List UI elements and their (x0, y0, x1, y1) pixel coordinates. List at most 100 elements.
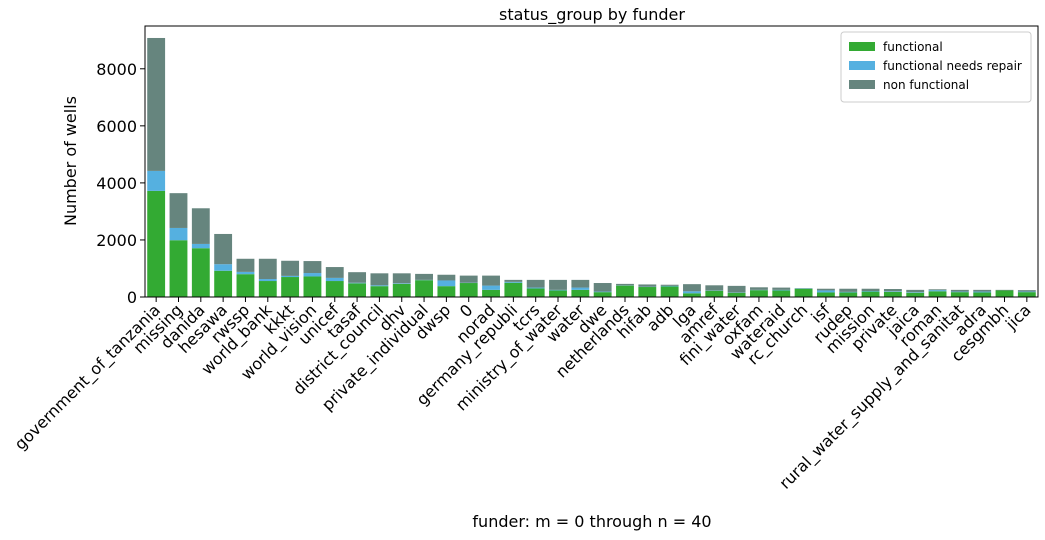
bar-segment-functional-needs-repair (147, 171, 165, 191)
bar-segment-functional-needs-repair (817, 290, 835, 292)
bar-segment-non-functional (638, 284, 656, 286)
bar-segment-functional (147, 191, 165, 297)
bar-segment-non-functional (504, 280, 522, 282)
bar-segment-non-functional (616, 284, 634, 285)
bar-segment-functional-needs-repair (862, 291, 880, 292)
bar-segment-functional-needs-repair (973, 292, 991, 293)
bar-segment-non-functional (683, 284, 701, 291)
bar-segment-non-functional (1018, 290, 1036, 291)
bar-segment-non-functional (370, 273, 388, 285)
bar-segment-non-functional (817, 289, 835, 291)
bar-segment-non-functional (571, 280, 589, 288)
bar-segment-non-functional (549, 280, 567, 290)
bar-segment-non-functional (192, 208, 210, 244)
bar-segment-functional (638, 287, 656, 297)
bar-segment-non-functional (437, 275, 455, 281)
bar-segment-functional (951, 292, 969, 297)
bar-segment-non-functional (326, 267, 344, 278)
bar-segment-functional-needs-repair (259, 279, 277, 281)
bar-segment-functional-needs-repair (237, 272, 255, 274)
bar-segment-non-functional (214, 234, 232, 264)
bar-segment-functional (214, 271, 232, 297)
bar-segment-functional (237, 274, 255, 297)
bar-segment-non-functional (527, 280, 545, 288)
bar-segment-non-functional (772, 288, 790, 290)
bar-segment-functional-needs-repair (304, 273, 322, 276)
bar-segment-functional-needs-repair (1018, 292, 1036, 293)
bar-segment-functional-needs-repair (192, 244, 210, 248)
bar-segment-functional-needs-repair (884, 291, 902, 292)
bar-segment-functional-needs-repair (661, 286, 679, 287)
y-tick-label: 4000 (96, 174, 137, 193)
bar-segment-non-functional (839, 289, 857, 292)
y-tick-label: 2000 (96, 231, 137, 250)
bar-segment-functional (393, 284, 411, 297)
bar-segment-non-functional (594, 283, 612, 292)
bar-segment-functional-needs-repair (571, 288, 589, 290)
bar-segment-non-functional (259, 259, 277, 279)
bar-segment-functional (839, 292, 857, 297)
legend-swatch (849, 80, 875, 89)
bar-segment-non-functional (750, 287, 768, 290)
bar-segment-functional (616, 286, 634, 297)
bar-segment-non-functional (951, 290, 969, 292)
bar-segment-non-functional (929, 289, 947, 290)
bar-segment-functional (348, 283, 366, 297)
bar-segment-non-functional (281, 261, 299, 276)
bar-segment-functional-needs-repair (549, 290, 567, 291)
bar-segment-functional (705, 291, 723, 297)
bar-segment-non-functional (147, 38, 165, 171)
bar-segment-non-functional (906, 290, 924, 292)
bar-segment-non-functional (884, 289, 902, 291)
y-tick-label: 6000 (96, 117, 137, 136)
bar-segment-non-functional (862, 289, 880, 291)
bar-segment-functional-needs-repair (906, 292, 924, 293)
bar-segment-non-functional (996, 290, 1014, 291)
bar-segment-functional-needs-repair (393, 283, 411, 284)
legend-label: functional needs repair (883, 59, 1022, 73)
bar-segment-functional (170, 240, 188, 297)
x-axis-label: funder: m = 0 through n = 40 (472, 512, 711, 531)
bar-segment-functional-needs-repair (527, 288, 545, 289)
legend-swatch (849, 42, 875, 51)
bar-segment-functional-needs-repair (482, 286, 500, 290)
y-tick-label: 8000 (96, 60, 137, 79)
bar-segment-functional (192, 248, 210, 297)
bar-segment-non-functional (482, 276, 500, 286)
bar-segment-functional-needs-repair (370, 285, 388, 286)
bar-segment-functional (862, 292, 880, 297)
bar-segment-non-functional (460, 276, 478, 283)
bar-segment-functional (549, 290, 567, 297)
bar-segment-functional (1018, 292, 1036, 297)
bar-segment-functional-needs-repair (594, 292, 612, 293)
bar-segment-functional (661, 286, 679, 297)
legend-swatch (849, 61, 875, 70)
bar-segment-non-functional (304, 261, 322, 273)
bar-segment-functional (504, 283, 522, 297)
bar-segment-non-functional (705, 285, 723, 290)
bar-segment-functional (750, 290, 768, 297)
bar-segment-functional-needs-repair (683, 291, 701, 293)
bar-segment-functional-needs-repair (839, 292, 857, 293)
bar-segment-functional (326, 281, 344, 297)
bar-segment-functional (370, 286, 388, 297)
bar-segment-non-functional (237, 259, 255, 272)
bar-segment-functional-needs-repair (170, 228, 188, 240)
bar-segment-functional-needs-repair (326, 278, 344, 281)
bar-segment-non-functional (973, 290, 991, 292)
bar-segment-functional (996, 290, 1014, 297)
bar-segment-functional-needs-repair (437, 280, 455, 286)
bar-segment-functional (973, 292, 991, 297)
bar-segment-functional (594, 292, 612, 297)
bar-segment-non-functional (170, 193, 188, 228)
bar-segment-functional (281, 277, 299, 297)
bar-segment-functional (683, 293, 701, 297)
bar-segment-functional (527, 288, 545, 297)
chart-title: status_group by funder (499, 5, 685, 25)
bar-segment-functional (437, 286, 455, 297)
legend-label: functional (883, 40, 943, 54)
bar-segment-functional (571, 290, 589, 297)
bar-segment-non-functional (393, 273, 411, 283)
